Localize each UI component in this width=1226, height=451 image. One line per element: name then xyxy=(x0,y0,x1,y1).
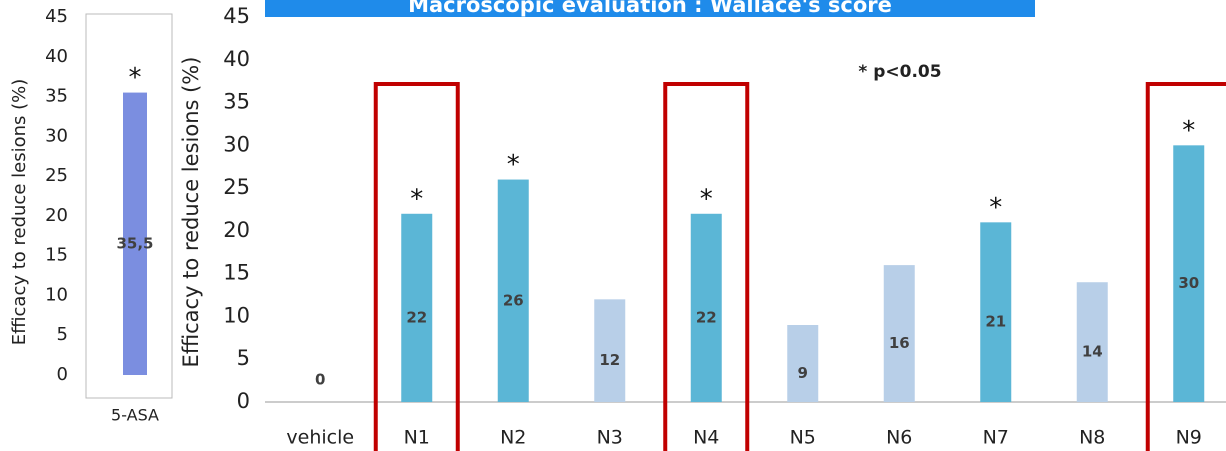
y-tick-label: 45 xyxy=(223,4,250,28)
y-tick-label: 10 xyxy=(45,284,68,305)
y-axis-title: Efficacy to reduce lesions (%) xyxy=(9,79,30,346)
y-tick-label: 35 xyxy=(223,90,250,114)
bar xyxy=(594,299,626,402)
x-tick-label: N3 xyxy=(597,427,623,449)
significance-marker: * xyxy=(410,184,423,214)
chart-title: Macroscopic evaluation : Wallace's score xyxy=(408,0,892,17)
significance-marker: * xyxy=(1182,116,1195,146)
x-tick-label: N8 xyxy=(1079,427,1105,449)
y-tick-label: 20 xyxy=(223,218,250,242)
y-tick-label: 15 xyxy=(223,261,250,285)
bar xyxy=(497,179,529,402)
significance-marker: * xyxy=(129,63,142,93)
x-tick-label: N2 xyxy=(500,427,526,449)
x-tick-label: N5 xyxy=(790,427,816,449)
bar xyxy=(980,222,1012,402)
y-tick-label: 25 xyxy=(223,175,250,199)
value-label: 26 xyxy=(503,291,524,309)
bar xyxy=(883,265,915,402)
bar xyxy=(787,325,819,402)
significance-marker: * xyxy=(989,193,1002,223)
y-tick-label: 10 xyxy=(223,303,250,327)
bar xyxy=(690,213,722,402)
value-label: 0 xyxy=(315,371,325,389)
x-tick-label: vehicle xyxy=(286,427,354,449)
value-label: 21 xyxy=(985,313,1006,331)
highlight-box xyxy=(1145,82,1226,451)
y-tick-label: 15 xyxy=(45,245,68,266)
y-tick-label: 0 xyxy=(57,364,68,385)
annotation: * p<0.05 xyxy=(858,62,941,82)
value-label: 14 xyxy=(1082,343,1103,361)
x-tick-label: N6 xyxy=(886,427,912,449)
significance-marker: * xyxy=(507,150,520,180)
value-label: 16 xyxy=(889,334,910,352)
y-tick-label: 20 xyxy=(45,205,68,226)
y-tick-label: 5 xyxy=(237,346,250,370)
value-label: 35,5 xyxy=(116,234,153,252)
title-banner xyxy=(265,0,1035,17)
x-tick-label: N7 xyxy=(983,427,1009,449)
significance-marker: * xyxy=(700,184,713,214)
x-tick-label: N1 xyxy=(404,427,430,449)
y-tick-label: 25 xyxy=(45,165,68,186)
y-tick-label: 35 xyxy=(45,86,68,107)
y-tick-label: 0 xyxy=(237,389,250,413)
value-label: 22 xyxy=(696,308,717,326)
highlight-box xyxy=(663,82,750,451)
y-tick-label: 40 xyxy=(223,47,250,71)
highlight-box xyxy=(373,82,460,451)
value-label: 9 xyxy=(798,364,808,382)
y-tick-label: 30 xyxy=(223,132,250,156)
x-tick-label: N4 xyxy=(693,427,719,449)
value-label: 12 xyxy=(599,351,620,369)
value-label: 22 xyxy=(406,308,427,326)
y-tick-label: 30 xyxy=(45,125,68,146)
y-tick-label: 40 xyxy=(45,46,68,67)
y-tick-label: 45 xyxy=(45,6,68,27)
panel-frame xyxy=(85,13,173,399)
x-tick-label: 5-ASA xyxy=(111,406,159,425)
bar xyxy=(1173,145,1205,403)
value-label: 30 xyxy=(1178,274,1199,292)
bar xyxy=(123,92,147,376)
x-tick-label: N9 xyxy=(1176,427,1202,449)
bar xyxy=(401,213,433,402)
y-axis-title: Efficacy to reduce lesions (%) xyxy=(179,57,203,368)
bar xyxy=(1076,282,1108,402)
y-tick-label: 5 xyxy=(57,324,68,345)
